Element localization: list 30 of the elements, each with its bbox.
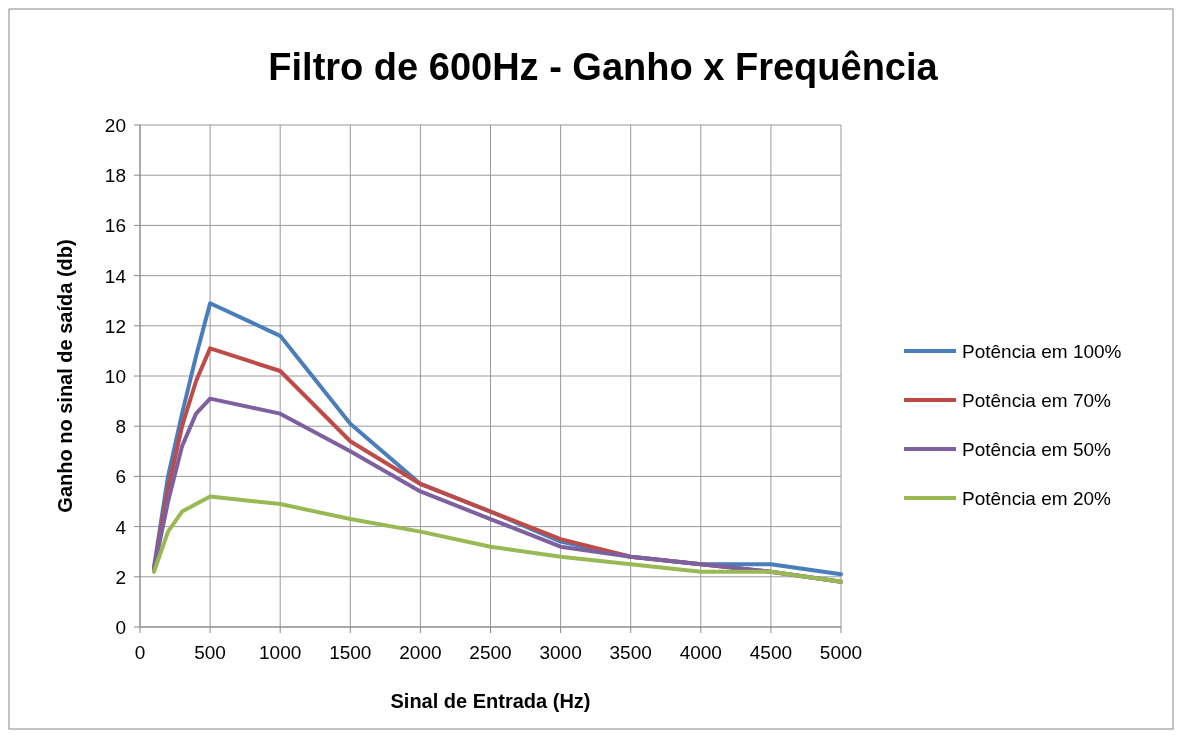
y-tick-label: 16 xyxy=(104,215,126,237)
y-tick-label: 10 xyxy=(104,366,126,387)
x-tick-label: 1500 xyxy=(329,642,372,663)
y-tick-label: 12 xyxy=(104,315,126,337)
y-tick-label: 0 xyxy=(115,617,126,638)
legend-label: Potência em 100% xyxy=(962,341,1122,362)
x-tick-label: 5000 xyxy=(819,642,863,663)
y-tick-label: 2 xyxy=(115,566,126,588)
line-series xyxy=(152,494,843,584)
x-tick-label: 2500 xyxy=(469,642,512,663)
y-tick-label: 20 xyxy=(104,115,126,136)
x-tick-label: 4500 xyxy=(749,642,793,663)
legend-label: Potência em 70% xyxy=(962,390,1112,411)
x-tick-label: 1000 xyxy=(259,642,302,663)
y-tick-label: 4 xyxy=(115,516,127,538)
x-tick-label: 0 xyxy=(134,642,146,663)
x-tick-label: 500 xyxy=(194,642,226,663)
y-tick-label: 18 xyxy=(104,165,126,187)
x-tick-label: 3000 xyxy=(539,642,582,663)
y-axis-title: Ganho no sinal de saída (db) xyxy=(54,239,76,513)
x-tick-label: 4000 xyxy=(679,642,722,663)
y-tick-label: 14 xyxy=(104,265,127,287)
x-tick-label: 3500 xyxy=(609,642,652,663)
chart-title: Filtro de 600Hz - Ganho x Frequência xyxy=(268,46,939,88)
x-tick-label: 2000 xyxy=(399,642,442,663)
y-tick-label: 6 xyxy=(115,466,126,488)
y-tick-label: 8 xyxy=(115,416,126,438)
legend-label: Potência em 50% xyxy=(962,439,1112,460)
x-axis-title: Sinal de Entrada (Hz) xyxy=(390,690,591,712)
legend-label: Potência em 20% xyxy=(962,488,1112,509)
